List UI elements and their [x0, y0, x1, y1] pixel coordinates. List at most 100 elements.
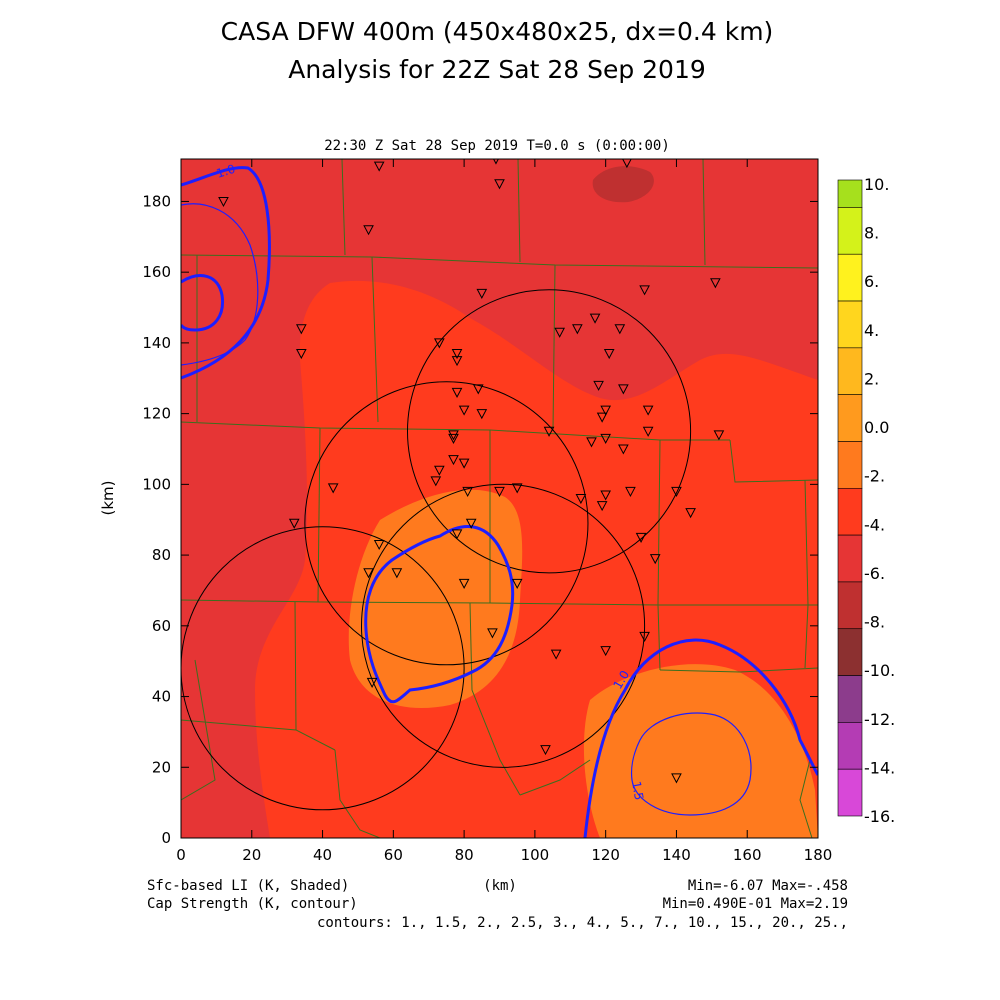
- colorbar-swatch: [837, 675, 863, 723]
- station-marker: [614, 324, 626, 335]
- plot-subtitle: 22:30 Z Sat 28 Sep 2019 T=0.0 s (0:00:00…: [324, 138, 670, 154]
- field-region-minus6-northeast: [592, 166, 654, 203]
- colorbar-swatch: [837, 534, 863, 583]
- station-marker: [639, 285, 650, 296]
- station-marker: [373, 539, 385, 551]
- county-line: [317, 427, 321, 603]
- cap-strength-contours: 1.0 1.0 1.5: [181, 162, 818, 838]
- y-tick-label: 60: [152, 617, 171, 635]
- colorbar-label: -6.: [864, 564, 885, 583]
- x-tick-label: 80: [455, 846, 474, 864]
- chart-title-line1: CASA DFW 400m (450x480x25, dx=0.4 km): [221, 17, 774, 46]
- station-marker: [596, 501, 608, 512]
- radar-range-circle: [181, 526, 465, 811]
- station-marker: [218, 196, 229, 208]
- station-marker: [476, 288, 488, 299]
- colorbar-label: 10.: [864, 175, 889, 194]
- station-marker: [451, 387, 463, 398]
- station-marker: [295, 349, 307, 360]
- station-marker: [639, 631, 650, 642]
- county-boundaries: [181, 159, 818, 838]
- y-tick-label: 180: [142, 192, 171, 210]
- county-line: [371, 256, 379, 423]
- station-marker: [710, 278, 721, 289]
- station-marker: [586, 437, 597, 448]
- county-line: [552, 264, 556, 431]
- station-markers: [218, 159, 725, 784]
- field-region-minus2-center: [348, 489, 523, 708]
- station-marker: [458, 578, 470, 589]
- colorbar-label: -14.: [864, 758, 895, 777]
- y-tick-label: 120: [142, 405, 171, 423]
- station-marker: [603, 349, 615, 360]
- contour-1-0-center: [364, 525, 515, 704]
- y-tick-label: 160: [142, 263, 171, 281]
- contour-1-0-small-northwest: [181, 274, 225, 332]
- station-marker: [288, 518, 300, 529]
- station-marker: [465, 518, 477, 529]
- station-marker: [642, 405, 654, 416]
- colorbar-label: 4.: [864, 321, 879, 340]
- shaded-field: [181, 159, 818, 838]
- colorbar-label: 8.: [864, 224, 879, 243]
- x-tick-label: 180: [804, 846, 833, 864]
- y-tick-label: 140: [142, 334, 171, 352]
- y-tick-label: 20: [152, 758, 171, 776]
- station-marker: [600, 433, 611, 444]
- contour-label: 1.0: [215, 162, 237, 181]
- station-marker: [600, 490, 611, 501]
- colorbar-swatch: [837, 207, 863, 255]
- station-marker: [713, 430, 725, 441]
- y-tick-label: 80: [152, 546, 171, 564]
- county-line: [659, 667, 818, 673]
- station-marker: [494, 179, 505, 190]
- x-tick-label: 140: [662, 846, 691, 864]
- contour-1-0-southeast: [583, 638, 818, 838]
- colorbar-label: -4.: [864, 515, 885, 534]
- county-line: [181, 254, 818, 269]
- station-marker: [600, 405, 611, 416]
- radar-circles: [181, 289, 692, 811]
- colorbar-swatch: [837, 253, 863, 302]
- colorbar-swatch: [837, 300, 863, 349]
- colorbar-swatch: [837, 394, 863, 442]
- x-axis: 0 20 40 60 80 100 120 140 160 180: [176, 159, 832, 864]
- station-marker: [572, 324, 583, 335]
- x-tick-label: 20: [242, 846, 261, 864]
- colorbar-swatch: [837, 722, 863, 770]
- station-marker: [622, 159, 632, 169]
- x-tick-label: 100: [521, 846, 550, 864]
- x-tick-label: 120: [591, 846, 620, 864]
- footer-range-shaded: Min=-6.07 Max=-.458: [688, 878, 848, 894]
- station-marker: [593, 380, 604, 391]
- colorbar-swatch: [837, 441, 863, 489]
- station-marker: [575, 494, 587, 505]
- colorbar-swatch: [837, 347, 863, 395]
- station-marker: [448, 455, 459, 466]
- y-tick-label: 0: [161, 829, 171, 847]
- station-marker: [511, 483, 523, 494]
- x-tick-label: 0: [176, 846, 186, 864]
- station-marker: [671, 773, 682, 784]
- station-marker: [649, 554, 661, 565]
- station-marker: [363, 225, 374, 236]
- colorbar-swatch: [837, 581, 863, 630]
- colorbar-swatch: [837, 768, 863, 817]
- footer-contour-levels: contours: 1., 1.5, 2., 2.5, 3., 4., 5., …: [317, 915, 848, 931]
- contour-label: 1.5: [629, 780, 646, 801]
- colorbar-label: -8.: [864, 613, 885, 632]
- colorbar-swatch: [837, 487, 863, 536]
- county-line: [729, 439, 818, 483]
- footer-field-shaded: Sfc-based LI (K, Shaded): [147, 878, 349, 894]
- station-marker: [451, 529, 463, 540]
- county-line: [341, 159, 346, 256]
- station-marker: [600, 646, 611, 657]
- colorbar-label: -2.: [864, 467, 885, 486]
- colorbar-label: -10.: [864, 661, 895, 680]
- station-marker: [596, 412, 608, 423]
- y-axis-label: (km): [99, 480, 117, 515]
- county-line: [804, 479, 809, 669]
- station-marker: [511, 578, 523, 589]
- station-marker: [540, 745, 551, 756]
